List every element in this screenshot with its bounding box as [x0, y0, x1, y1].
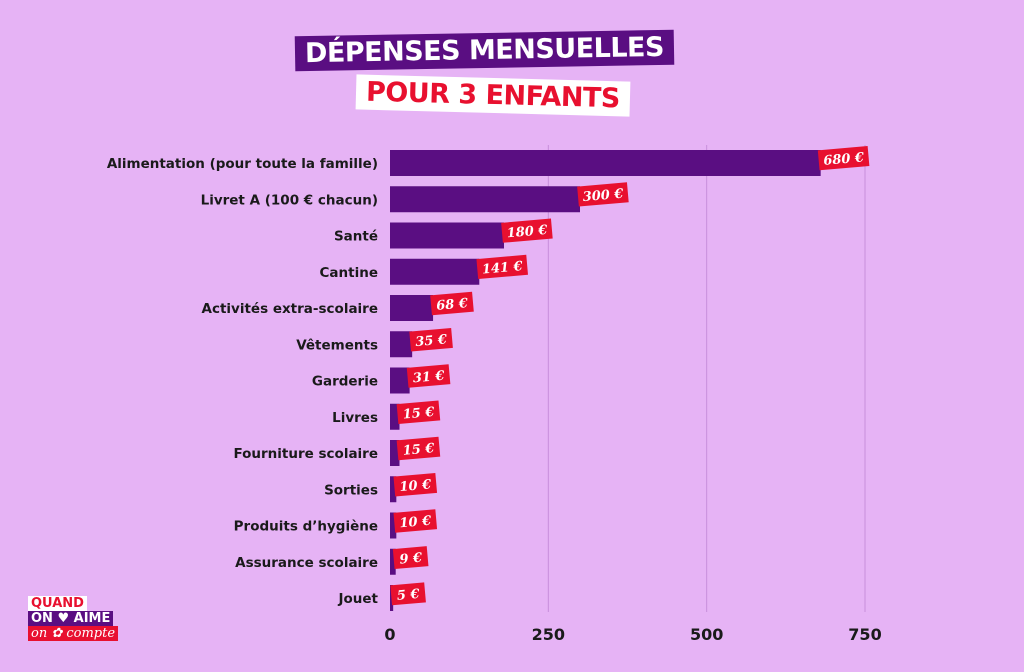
data-label-bg: [430, 291, 474, 316]
data-label: 141 €: [476, 254, 528, 280]
data-label-bg: [406, 364, 451, 388]
data-label-text: 68 €: [436, 296, 470, 314]
bar: [390, 186, 580, 213]
data-label: 15 €: [396, 436, 441, 461]
category-label: Alimentation (pour toute la famille): [107, 156, 378, 172]
data-label-text: 15 €: [402, 405, 436, 423]
bar: [390, 295, 434, 321]
category-label: Santé: [334, 229, 378, 245]
bar: [390, 150, 821, 176]
data-label-text: 5 €: [396, 587, 421, 604]
data-label-text: 680 €: [823, 150, 866, 169]
bar: [390, 331, 413, 358]
data-label: 9 €: [392, 546, 429, 570]
data-label: 5 €: [390, 582, 426, 606]
data-label: 300 €: [577, 182, 629, 207]
bar: [390, 367, 410, 394]
bar: [390, 403, 400, 430]
logo-line2: ON ♥ AIME: [28, 611, 114, 626]
data-label: 31 €: [406, 364, 451, 388]
data-label-bg: [390, 582, 426, 606]
x-tick-label: 750: [848, 625, 881, 644]
data-label-text: 10 €: [399, 514, 433, 532]
bar: [390, 512, 397, 539]
category-label: Livres: [332, 410, 378, 426]
data-label-bg: [409, 327, 453, 352]
category-label: Garderie: [312, 374, 378, 390]
data-label: 15 €: [396, 400, 441, 425]
bar: [390, 222, 504, 249]
x-tick-label: 500: [690, 625, 723, 644]
category-label: Cantine: [320, 265, 378, 281]
data-label-bg: [393, 472, 438, 497]
data-label-text: 15 €: [402, 441, 436, 459]
logo: QUAND ON ♥ AIME on ✿ compte: [28, 596, 119, 641]
data-label: 10 €: [393, 509, 438, 533]
data-label: 10 €: [393, 472, 438, 497]
x-tick-label: 0: [384, 625, 395, 644]
data-label-bg: [392, 546, 429, 570]
data-label-bg: [396, 400, 441, 425]
category-label: Jouet: [337, 591, 378, 607]
bar: [390, 440, 400, 466]
category-label: Vêtements: [296, 337, 378, 353]
data-label-text: 300 €: [582, 187, 625, 206]
category-label: Produits d’hygiène: [234, 519, 378, 535]
bar: [390, 476, 397, 503]
category-label: Activités extra-scolaire: [202, 301, 378, 317]
logo-line1: QUAND: [28, 596, 87, 611]
data-label-bg: [396, 436, 441, 461]
category-label: Livret A (100 € chacun): [201, 192, 378, 208]
data-label: 680 €: [817, 146, 870, 171]
data-label-text: 180 €: [506, 223, 549, 242]
data-label-bg: [501, 218, 553, 243]
category-label: Fourniture scolaire: [233, 446, 378, 462]
data-label: 35 €: [409, 327, 453, 352]
category-label: Sorties: [324, 482, 378, 498]
data-label: 180 €: [501, 218, 553, 243]
bar: [390, 258, 480, 285]
data-label-text: 141 €: [481, 259, 524, 278]
logo-line3: on ✿ compte: [28, 626, 119, 641]
data-label-bg: [577, 182, 629, 207]
data-label-text: 9 €: [399, 551, 424, 568]
x-tick-label: 250: [532, 625, 565, 644]
data-label-text: 35 €: [415, 332, 449, 350]
data-label: 68 €: [430, 291, 474, 316]
bar: [390, 548, 396, 575]
data-label-text: 10 €: [399, 477, 433, 495]
data-label-bg: [393, 509, 438, 533]
data-label-bg: [476, 254, 528, 280]
data-label-text: 31 €: [412, 369, 446, 387]
data-label-bg: [817, 146, 870, 171]
category-label: Assurance scolaire: [235, 555, 378, 571]
